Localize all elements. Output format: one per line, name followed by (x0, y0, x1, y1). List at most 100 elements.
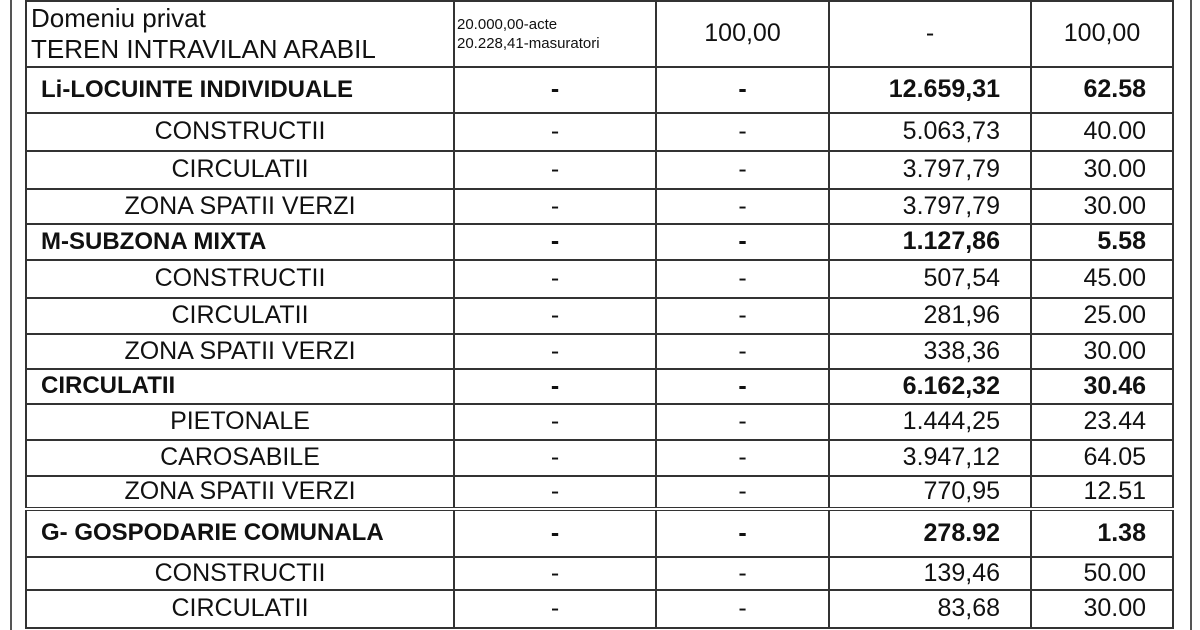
area-line2: 20.228,41-masuratori (457, 35, 600, 52)
col2-cell: - (453, 475, 657, 510)
table-row: CONSTRUCTII - -507,54 45.00 (25, 259, 1174, 299)
row-name-line1: Domeniu privat (31, 2, 206, 33)
table-row: CONSTRUCTII - -5.063,73 40.00 (25, 112, 1174, 152)
percent-cell: 64.05 (1030, 439, 1174, 477)
table-row: PIETONALE - -1.444,25 23.44 (25, 403, 1174, 441)
area-cell: 20.000,00-acte 20.228,41-masuratori (453, 0, 657, 68)
table-row: CONSTRUCTII - -139,46 50.00 (25, 556, 1174, 591)
percent-cell: 40.00 (1030, 112, 1174, 152)
percent-cell: 30.00 (1030, 589, 1174, 629)
col2-cell: - (453, 333, 657, 370)
col2-cell: - (453, 403, 657, 441)
col3-cell: - (655, 66, 830, 114)
row-name: CIRCULATII (25, 297, 455, 335)
col2-cell: - (453, 556, 657, 591)
col3-cell: - (655, 403, 830, 441)
col2-cell: - (453, 259, 657, 299)
row-name: ZONA SPATII VERZI (25, 333, 455, 370)
row-name: G- GOSPODARIE COMUNALA (25, 507, 455, 558)
percent-cell: 30.00 (1030, 188, 1174, 225)
col2-cell: - (453, 507, 657, 558)
area-cell: 12.659,31 (828, 66, 1032, 114)
row-name: CONSTRUCTII (25, 259, 455, 299)
page-border (10, 0, 1192, 630)
col3-cell: - (655, 150, 830, 190)
percent-cell: 62.58 (1030, 66, 1174, 114)
area-cell: 3.797,79 (828, 188, 1032, 225)
col2-cell: - (453, 439, 657, 477)
col2-cell: - (453, 150, 657, 190)
col3-cell: - (655, 112, 830, 152)
table-row: ZONA SPATII VERZI - -338,36 30.00 (25, 333, 1174, 370)
table-row: Domeniu privat TEREN INTRAVILAN ARABIL 20… (25, 0, 1174, 68)
percent-cell: 12.51 (1030, 475, 1174, 510)
percent-cell: 23.44 (1030, 403, 1174, 441)
area-cell: 139,46 (828, 556, 1032, 591)
percent-cell: 1.38 (1030, 507, 1174, 558)
table-row: CIRCULATII - -3.797,79 30.00 (25, 150, 1174, 190)
row-name: ZONA SPATII VERZI (25, 188, 455, 225)
col2-cell: - (453, 589, 657, 629)
row-name: CAROSABILE (25, 439, 455, 477)
area-cell: 281,96 (828, 297, 1032, 335)
col3-cell: - (655, 439, 830, 477)
percent-cell: 5.58 (1030, 223, 1174, 261)
col2-cell: - (453, 223, 657, 261)
col3-cell: - (655, 223, 830, 261)
table-row: CAROSABILE - -3.947,12 64.05 (25, 439, 1174, 477)
area-cell: 1.127,86 (828, 223, 1032, 261)
table-section-row: M-SUBZONA MIXTA - -1.127,86 5.58 (25, 223, 1174, 261)
value-cell: 100,00 (1030, 0, 1174, 68)
area-cell: 3.797,79 (828, 150, 1032, 190)
col2-cell: - (453, 188, 657, 225)
table-section-row: G- GOSPODARIE COMUNALA - -278.92 1.38 (25, 507, 1174, 558)
row-name: PIETONALE (25, 403, 455, 441)
row-name: M-SUBZONA MIXTA (25, 223, 455, 261)
percent-cell: 45.00 (1030, 259, 1174, 299)
table-row: CIRCULATII - -281,96 25.00 (25, 297, 1174, 335)
col2-cell: - (453, 368, 657, 405)
percent-cell: 25.00 (1030, 297, 1174, 335)
col3-cell: - (655, 297, 830, 335)
row-name-line2: TEREN INTRAVILAN ARABIL (31, 34, 376, 64)
row-name: CIRCULATII (25, 368, 455, 405)
area-cell: 1.444,25 (828, 403, 1032, 441)
land-use-table: Domeniu privat TEREN INTRAVILAN ARABIL 20… (25, 0, 1174, 629)
row-name: CONSTRUCTII (25, 112, 455, 152)
row-name: Li-LOCUINTE INDIVIDUALE (25, 66, 455, 114)
percent-cell: 50.00 (1030, 556, 1174, 591)
col2-cell: - (453, 297, 657, 335)
percent-cell: 30.46 (1030, 368, 1174, 405)
table-section-row: Li-LOCUINTE INDIVIDUALE - -12.659,31 62.58 (25, 66, 1174, 114)
row-name: ZONA SPATII VERZI (25, 475, 455, 510)
row-name: CONSTRUCTII (25, 556, 455, 591)
area-cell: 507,54 (828, 259, 1032, 299)
percent-cell: 30.00 (1030, 333, 1174, 370)
area-cell: 3.947,12 (828, 439, 1032, 477)
table-row: CIRCULATII - -83,68 30.00 (25, 589, 1174, 629)
row-name: Domeniu privat TEREN INTRAVILAN ARABIL (25, 0, 455, 68)
col3-cell: - (655, 188, 830, 225)
area-cell: 83,68 (828, 589, 1032, 629)
row-name: CIRCULATII (25, 150, 455, 190)
table-row: ZONA SPATII VERZI - -770,95 12.51 (25, 475, 1174, 510)
col3-cell: - (655, 475, 830, 510)
area-cell: 770,95 (828, 475, 1032, 510)
col2-cell: - (453, 66, 657, 114)
value-cell: 100,00 (655, 0, 830, 68)
area-cell: 338,36 (828, 333, 1032, 370)
col3-cell: - (655, 556, 830, 591)
col2-cell: - (453, 112, 657, 152)
col3-cell: - (655, 333, 830, 370)
row-name: CIRCULATII (25, 589, 455, 629)
col3-cell: - (655, 507, 830, 558)
col3-cell: - (655, 368, 830, 405)
area-cell: 5.063,73 (828, 112, 1032, 152)
col3-cell: - (655, 589, 830, 629)
col3-cell: - (655, 259, 830, 299)
area-cell: 278.92 (828, 507, 1032, 558)
percent-cell: 30.00 (1030, 150, 1174, 190)
area-cell: 6.162,32 (828, 368, 1032, 405)
table-section-row: CIRCULATII - -6.162,32 30.46 (25, 368, 1174, 405)
area-line1: 20.000,00-acte (457, 15, 558, 33)
